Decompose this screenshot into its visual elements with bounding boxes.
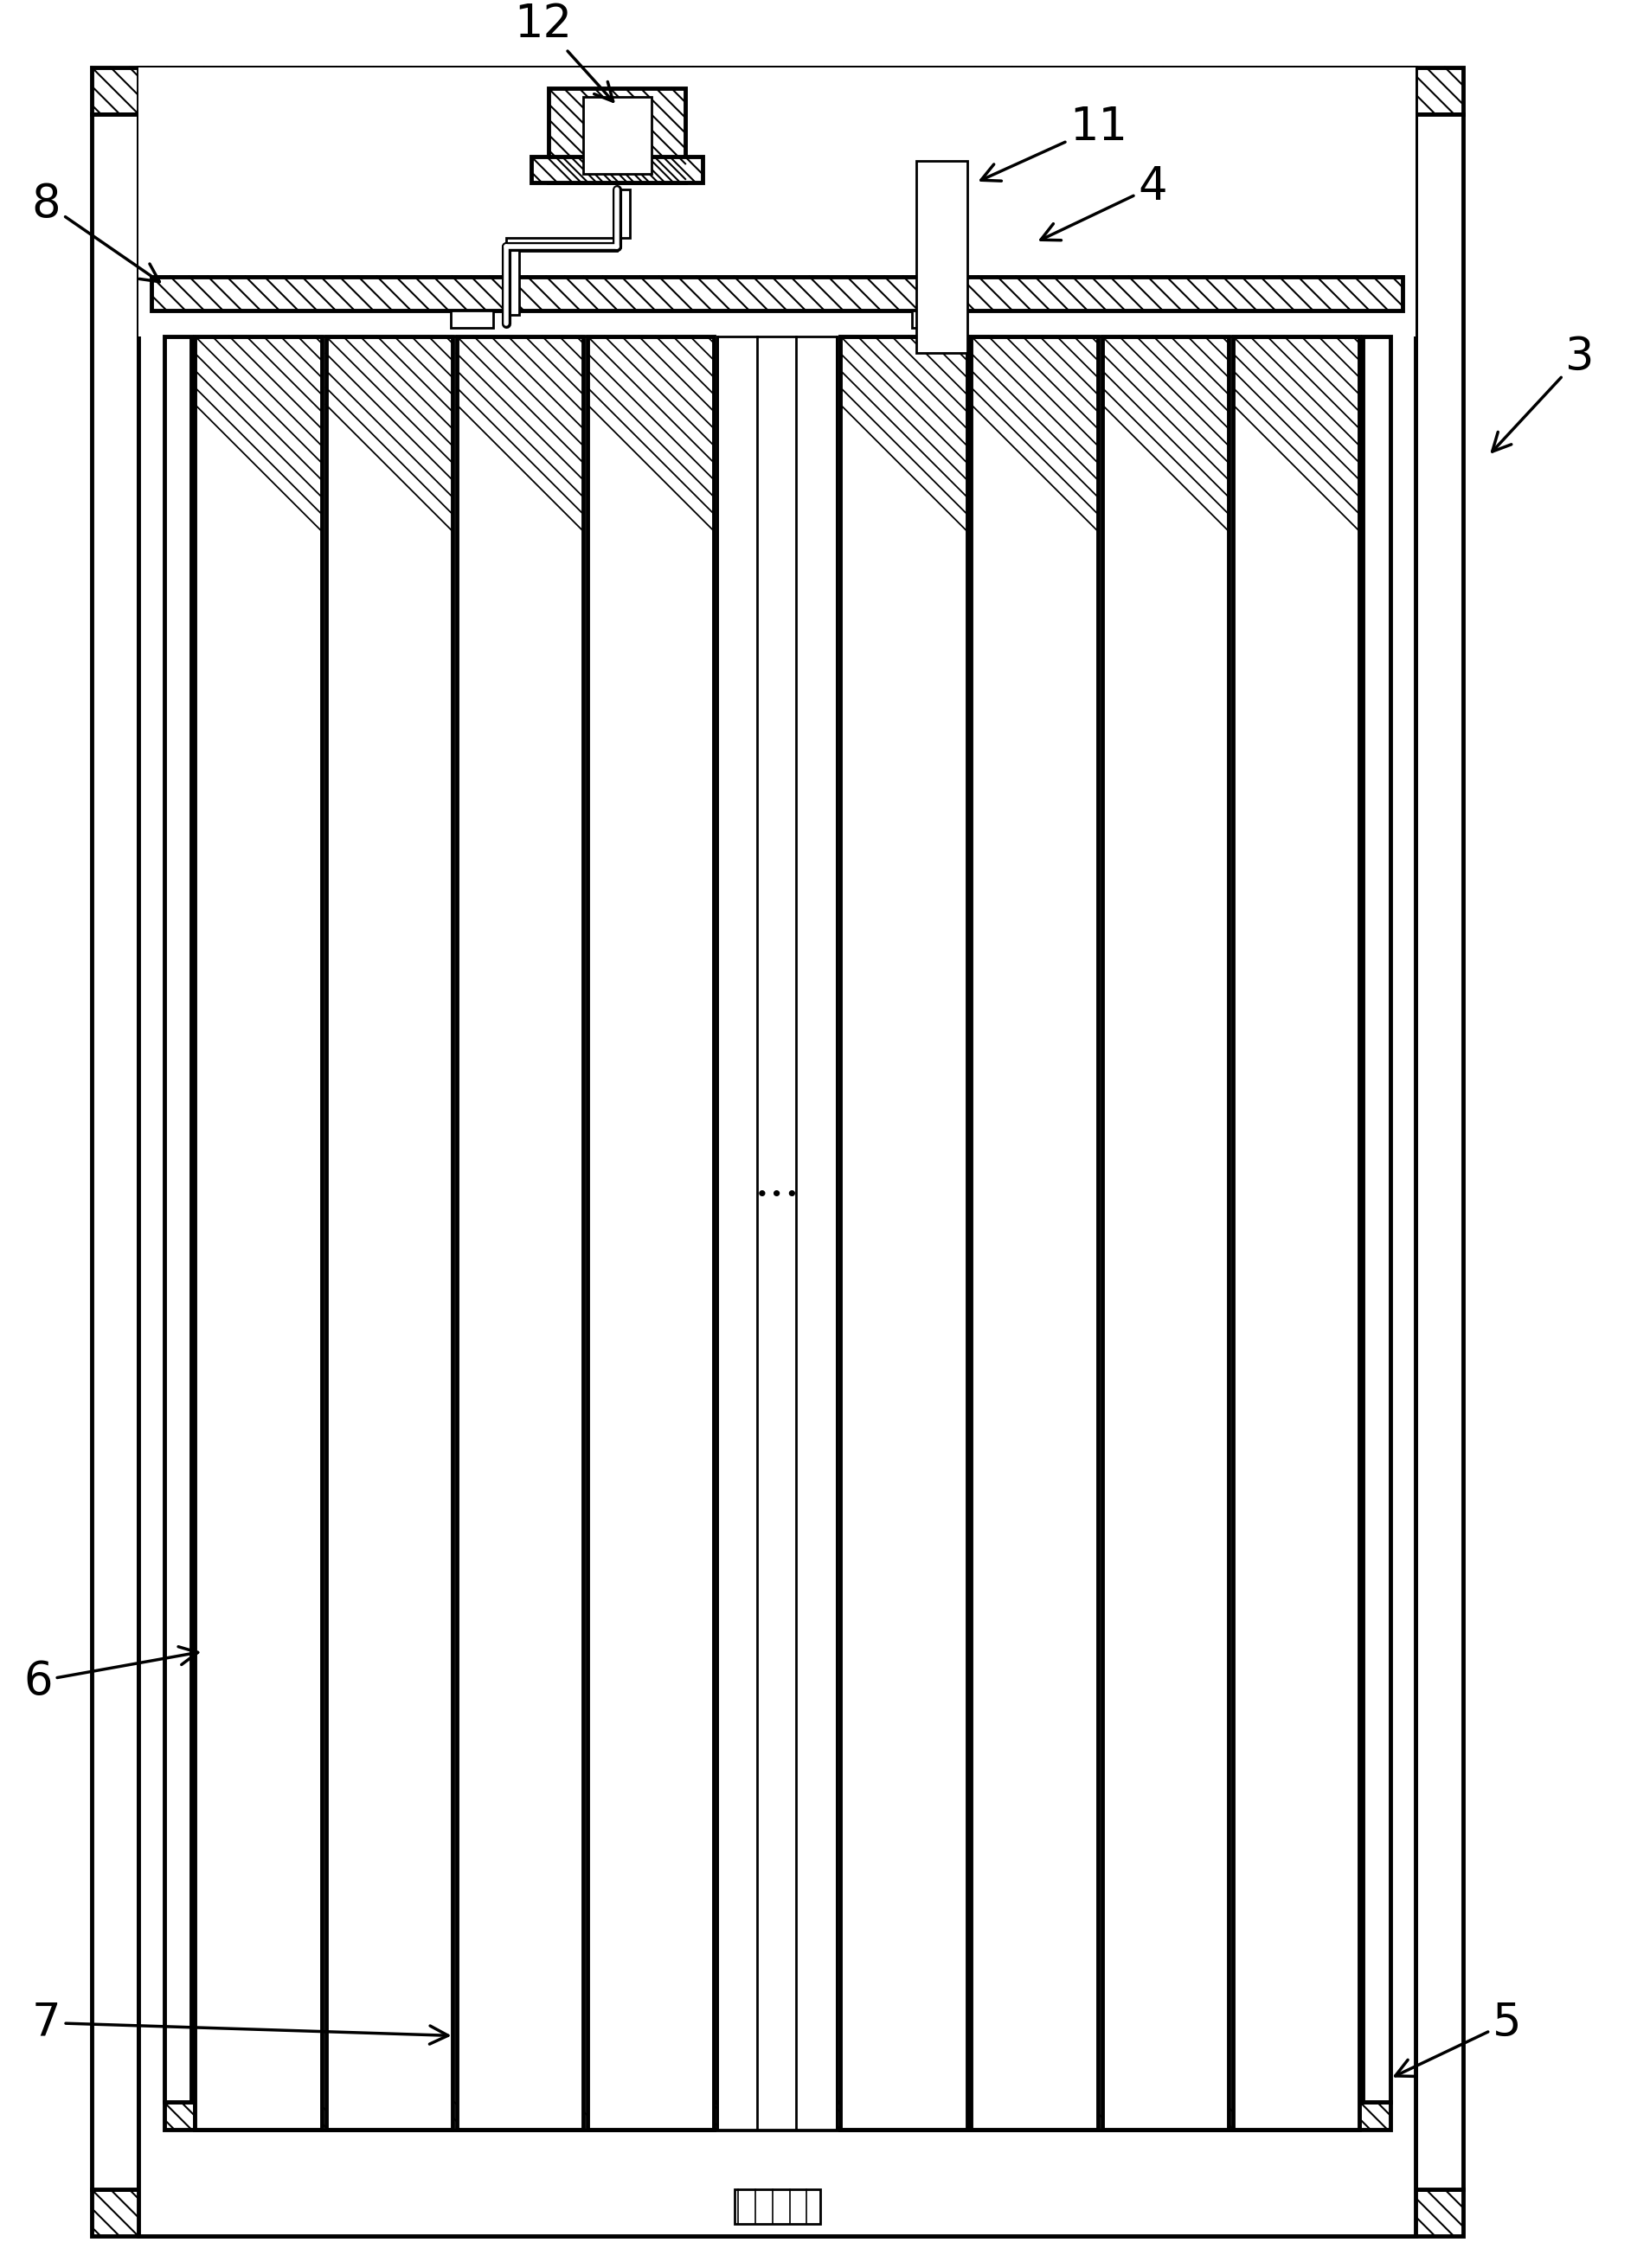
Bar bbox=[195, 336, 714, 2130]
Text: 5: 5 bbox=[1396, 2000, 1521, 2075]
Bar bbox=[92, 68, 1462, 113]
Bar bbox=[840, 336, 1360, 2130]
Bar bbox=[165, 2102, 1389, 2130]
Bar bbox=[1102, 336, 1229, 2130]
Bar bbox=[1233, 336, 1360, 2130]
Text: 4: 4 bbox=[1041, 163, 1167, 240]
Bar bbox=[195, 336, 322, 2130]
Bar bbox=[549, 88, 685, 181]
Bar bbox=[92, 2189, 1462, 2236]
Bar bbox=[195, 336, 714, 2130]
Bar bbox=[1363, 336, 1389, 2102]
Text: 7: 7 bbox=[31, 2000, 449, 2046]
Bar bbox=[457, 336, 582, 2130]
Bar bbox=[718, 336, 837, 2130]
Text: ...: ... bbox=[754, 1159, 800, 1204]
Bar bbox=[139, 68, 1416, 2236]
Bar bbox=[531, 156, 703, 181]
Text: 6: 6 bbox=[23, 1647, 198, 1703]
Polygon shape bbox=[507, 188, 630, 315]
Bar bbox=[450, 311, 493, 327]
Bar bbox=[582, 98, 652, 175]
Text: 3: 3 bbox=[1492, 336, 1594, 451]
Bar bbox=[587, 336, 714, 2130]
Bar bbox=[734, 2189, 820, 2223]
Bar bbox=[912, 311, 954, 327]
Bar bbox=[916, 161, 967, 354]
Text: 11: 11 bbox=[982, 104, 1127, 181]
Bar bbox=[1416, 113, 1462, 2189]
Bar bbox=[840, 336, 967, 2130]
Bar bbox=[972, 336, 1097, 2130]
Bar bbox=[325, 336, 452, 2130]
Bar bbox=[165, 336, 191, 2102]
Text: 8: 8 bbox=[31, 181, 160, 281]
Bar bbox=[840, 336, 1360, 2130]
Bar bbox=[139, 68, 1416, 336]
Text: 12: 12 bbox=[515, 2, 614, 102]
Bar bbox=[92, 113, 139, 2189]
Bar bbox=[152, 277, 1402, 311]
